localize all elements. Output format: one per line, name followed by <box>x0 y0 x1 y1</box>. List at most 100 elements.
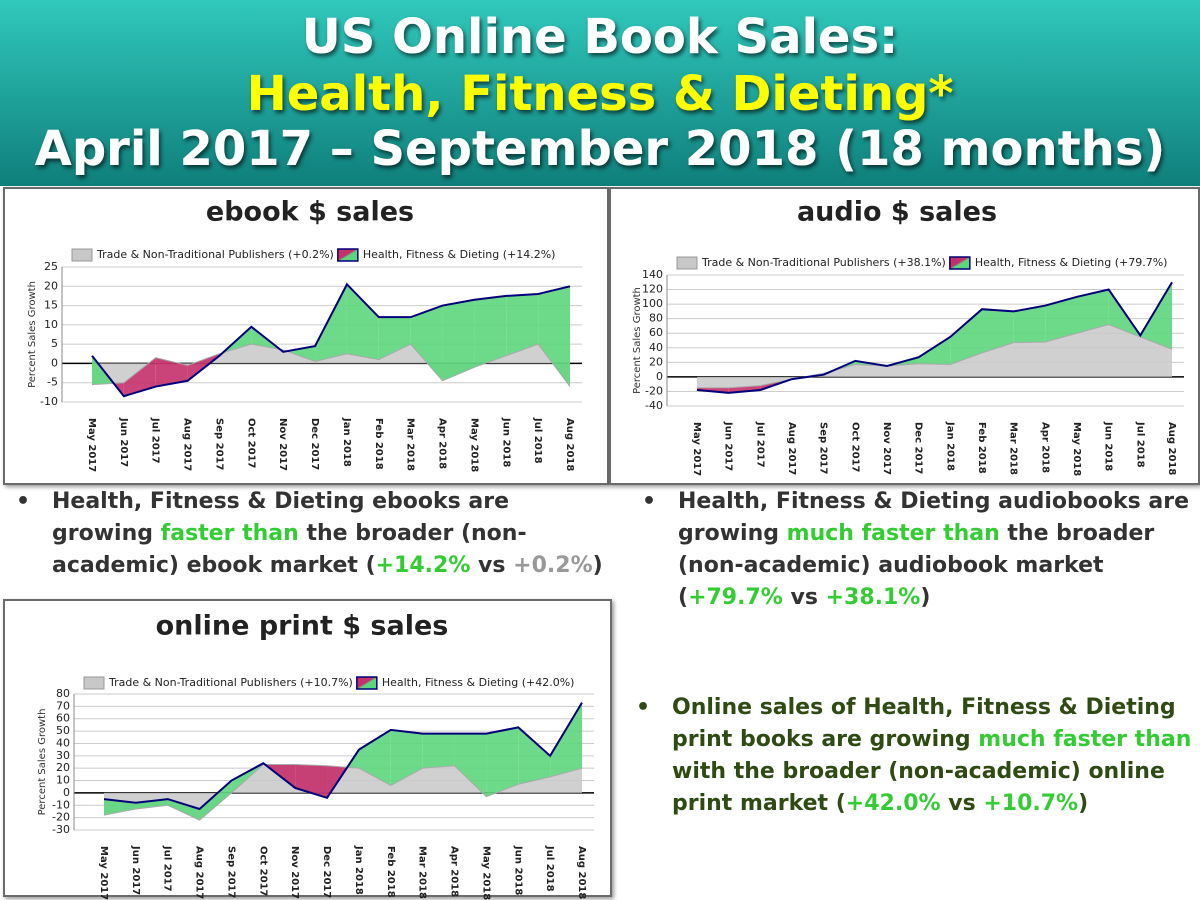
difference-fill <box>346 284 379 360</box>
difference-fill <box>422 733 455 769</box>
difference-fill <box>518 727 551 785</box>
difference-fill <box>1013 305 1046 343</box>
legend-label: Health, Fitness & Dieting (+14.2%) <box>363 248 556 261</box>
difference-fill <box>538 286 570 387</box>
bullet-text: +10.7% <box>983 791 1079 816</box>
x-tick-label: Jun 2018 <box>512 845 523 895</box>
x-tick-label: Oct 2017 <box>849 422 860 473</box>
bullet-text: vs <box>940 791 984 816</box>
x-tick-label: May 2018 <box>1071 422 1082 476</box>
x-tick-label: Aug 2018 <box>564 418 575 471</box>
bullet-text: +42.0% <box>845 791 941 816</box>
bullet-text: vs <box>470 553 514 578</box>
difference-fill <box>918 336 951 365</box>
x-tick-label: Jun 2017 <box>118 417 129 467</box>
title-line: April 2017 – September 2018 (18 months) <box>35 121 1166 177</box>
y-tick-label: 20 <box>56 761 70 774</box>
header-band <box>0 0 1200 186</box>
x-tick-label: Dec 2017 <box>321 846 332 898</box>
legend-swatch <box>356 676 378 690</box>
y-tick-label: 20 <box>44 279 58 292</box>
y-tick-label: 120 <box>642 283 663 296</box>
bullet-text: ) <box>592 553 603 578</box>
legend-label: Trade & Non-Traditional Publishers (+38.… <box>701 256 946 269</box>
bullet-text: +79.7% <box>688 585 783 610</box>
difference-fill <box>199 780 232 821</box>
bullet-text: the broader (non-academic) ebook market … <box>52 521 527 578</box>
x-tick-label: May 2017 <box>98 846 109 900</box>
difference-fill <box>486 727 519 797</box>
difference-fill <box>135 799 168 809</box>
y-tick-label: -10 <box>52 798 70 811</box>
y-tick-label: -20 <box>645 384 663 397</box>
difference-fill <box>950 309 982 365</box>
hfd-line <box>696 281 1173 394</box>
y-tick-label: 40 <box>649 341 663 354</box>
x-tick-label: Jul 2018 <box>532 417 543 464</box>
difference-fill <box>442 299 475 381</box>
y-tick-label: 30 <box>56 749 70 762</box>
trade-area <box>104 764 582 821</box>
difference-fill <box>454 733 487 797</box>
difference-fill <box>982 309 1014 353</box>
x-tick-label: May 2017 <box>86 418 97 472</box>
x-tick-label: Jan 2018 <box>944 421 955 471</box>
bullet-text: +38.1% <box>825 585 921 610</box>
y-tick-label: 25 <box>44 260 58 273</box>
x-tick-label: Jul 2017 <box>162 845 173 892</box>
x-tick-label: Aug 2017 <box>182 418 193 471</box>
difference-fill <box>167 799 200 821</box>
bullet-text: Health, Fitness & Dieting ebooks are gro… <box>52 489 510 546</box>
y-tick-label: 80 <box>56 687 70 700</box>
y-tick-label: -5 <box>47 376 58 389</box>
bullet: • Health, Fitness & Dieting ebooks are gr… <box>16 489 603 578</box>
x-tick-label: Sep 2017 <box>213 418 224 470</box>
legend-label: Health, Fitness & Dieting (+42.0%) <box>382 676 575 689</box>
y-tick-label: 80 <box>649 312 663 325</box>
x-tick-label: Nov 2017 <box>881 422 892 475</box>
x-tick-label: Jun 2017 <box>723 421 734 471</box>
hfd-line <box>103 702 583 811</box>
x-tick-label: Aug 2017 <box>194 846 205 899</box>
difference-fill <box>123 357 156 397</box>
x-tick-label: Oct 2017 <box>245 418 256 469</box>
x-tick-label: Feb 2018 <box>976 422 987 474</box>
y-tick-label: 10 <box>44 318 58 331</box>
y-axis-label: Percent Sales Growth <box>37 709 48 816</box>
legend-label: Trade & Non-Traditional Publishers (+0.2… <box>96 248 334 261</box>
x-tick-label: Jul 2018 <box>544 845 555 892</box>
x-tick-label: Jan 2018 <box>341 417 352 467</box>
y-tick-label: 140 <box>642 268 663 281</box>
bullet-text: faster than <box>160 521 299 546</box>
x-tick-label: May 2018 <box>480 846 491 900</box>
legend-swatch <box>949 256 971 270</box>
y-tick-label: 10 <box>56 774 70 787</box>
y-tick-label: 0 <box>656 370 663 383</box>
hfd-line <box>91 282 571 398</box>
x-tick-label: Mar 2018 <box>405 418 416 471</box>
difference-fill <box>410 305 443 381</box>
title-line: Health, Fitness & Dieting* <box>247 66 954 122</box>
x-tick-label: Apr 2018 <box>449 846 460 897</box>
difference-fill <box>474 295 507 368</box>
x-tick-label: Sep 2017 <box>225 846 236 898</box>
x-tick-label: Dec 2017 <box>913 422 924 474</box>
difference-fill <box>390 729 423 786</box>
bullet-text: ) <box>920 585 931 610</box>
bullet-text: +14.2% <box>375 553 471 578</box>
y-tick-label: 15 <box>44 299 58 312</box>
difference-fill <box>1045 296 1077 342</box>
y-axis-label: Percent Sales Growth <box>632 287 643 394</box>
legend-swatch <box>676 256 698 270</box>
bullet-text: with the broader (non-academic) online p… <box>672 759 1165 816</box>
y-tick-label: 40 <box>56 736 70 749</box>
y-tick-label: 0 <box>51 356 58 369</box>
difference-fill <box>550 702 582 777</box>
y-tick-label: 50 <box>56 724 70 737</box>
title-line: US Online Book Sales: <box>302 9 898 65</box>
bullet-text: +0.2% <box>513 553 593 578</box>
y-tick-label: -20 <box>52 811 70 824</box>
trade-area <box>697 324 1172 388</box>
bullet: • Online sales of Health, Fitness & Dieti… <box>636 695 1192 816</box>
